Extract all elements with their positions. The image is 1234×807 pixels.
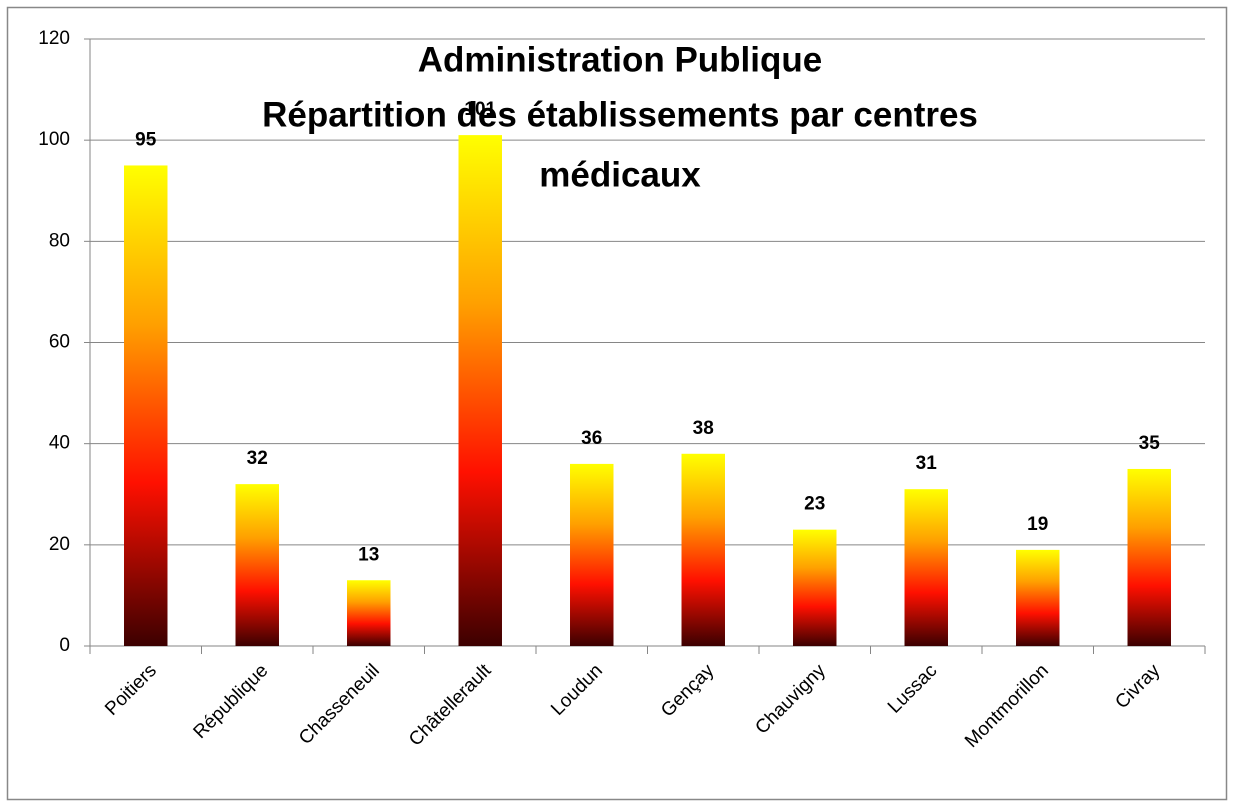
value-label: 32	[247, 448, 268, 469]
bar	[1016, 549, 1060, 646]
value-label: 31	[916, 453, 938, 474]
y-tick-label: 20	[49, 534, 70, 555]
bar	[1127, 468, 1171, 646]
value-label: 35	[1139, 433, 1161, 454]
bar	[904, 489, 948, 646]
y-tick-label: 40	[49, 433, 70, 454]
bar	[124, 165, 168, 647]
chart-title: Administration Publique	[418, 40, 822, 79]
value-label: 101	[464, 99, 496, 120]
y-tick-label: 60	[49, 332, 70, 353]
value-label: 36	[581, 428, 602, 449]
chart-title: médicaux	[539, 155, 701, 194]
bar	[235, 484, 279, 646]
bar	[347, 580, 391, 646]
y-tick-label: 120	[38, 28, 70, 49]
bar	[458, 135, 502, 646]
value-label: 19	[1027, 514, 1048, 535]
y-tick-label: 100	[38, 129, 70, 150]
bar	[681, 453, 725, 646]
bar	[570, 463, 614, 646]
value-label: 38	[693, 418, 714, 439]
y-tick-label: 0	[59, 635, 70, 656]
value-label: 95	[135, 129, 157, 150]
chart-title: Répartition des établissements par centr…	[262, 95, 978, 134]
value-label: 13	[358, 544, 379, 565]
bar	[793, 529, 837, 646]
y-tick-label: 80	[49, 230, 70, 251]
chart-border	[6, 6, 1228, 801]
value-label: 23	[804, 494, 825, 515]
